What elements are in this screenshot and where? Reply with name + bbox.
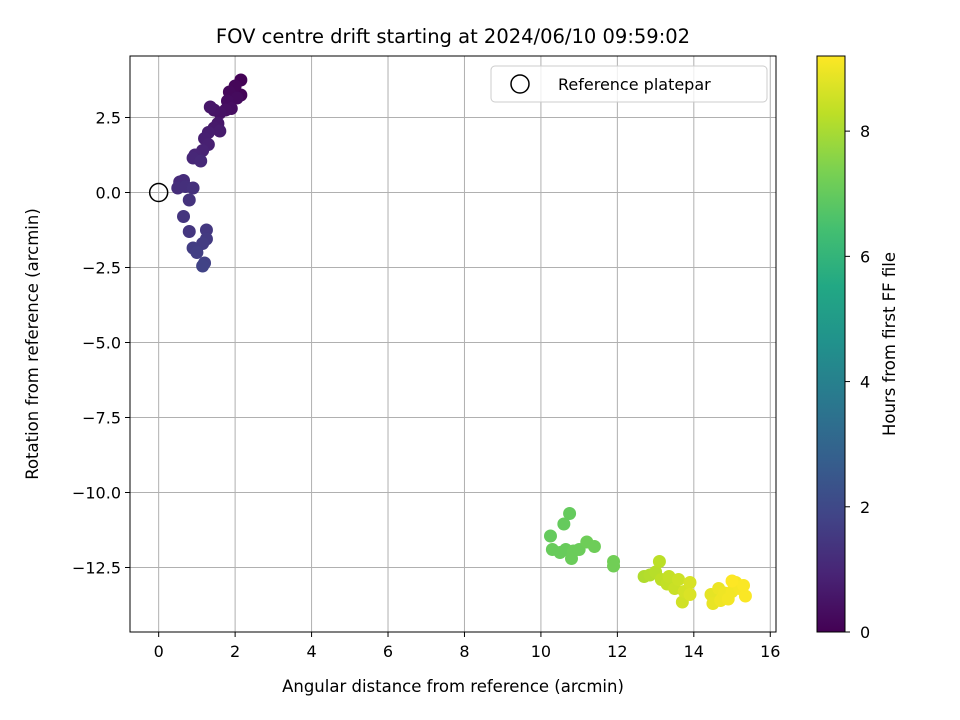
scatter-point bbox=[199, 223, 213, 237]
scatter-point bbox=[186, 181, 200, 195]
axis-ticks: 0 2 4 6 8 10 12 14 16 2.5 0.0 −2.5 −5.0 −7.5 −10.0 −12.… bbox=[72, 109, 780, 662]
colorbar-tick-label: 6 bbox=[860, 247, 870, 266]
grid-lines bbox=[130, 56, 776, 632]
colorbar-tick-label: 2 bbox=[860, 498, 870, 517]
legend-label-reference: Reference platepar bbox=[558, 75, 711, 94]
colorbar-ticks: 0 2 4 6 8 bbox=[845, 122, 870, 642]
scatter-point bbox=[683, 588, 697, 601]
x-tick-label: 4 bbox=[306, 642, 316, 661]
scatter-point bbox=[543, 529, 557, 543]
x-tick-label: 0 bbox=[154, 642, 164, 661]
legend: Reference platepar bbox=[490, 65, 768, 103]
scatter-point bbox=[587, 540, 601, 553]
x-tick-label: 12 bbox=[607, 642, 627, 661]
x-tick-label: 10 bbox=[531, 642, 551, 661]
reference-platepar-marker bbox=[148, 182, 169, 203]
y-tick-label: −2.5 bbox=[82, 259, 121, 278]
y-tick-label: 0.0 bbox=[96, 184, 121, 203]
scatter-point bbox=[182, 193, 196, 207]
y-tick-label: −10.0 bbox=[72, 484, 121, 503]
x-tick-label: 14 bbox=[684, 642, 704, 661]
data-points bbox=[171, 73, 752, 610]
reference-marker-layer bbox=[148, 182, 169, 203]
legend-marker-reference bbox=[510, 74, 530, 94]
x-tick-label: 2 bbox=[230, 642, 240, 661]
y-tick-label: −12.5 bbox=[72, 559, 121, 578]
scatter-point bbox=[203, 100, 217, 114]
scatter-point bbox=[196, 259, 210, 273]
legend-box bbox=[490, 65, 768, 103]
scatter-point bbox=[725, 574, 739, 588]
y-tick-label: −5.0 bbox=[82, 334, 121, 353]
scatter-point bbox=[177, 210, 191, 223]
scatter-point bbox=[652, 555, 666, 568]
colorbar-tick-label: 0 bbox=[860, 623, 870, 642]
y-tick-label: −7.5 bbox=[82, 409, 121, 428]
plot-frame bbox=[129, 55, 777, 633]
scatter-point bbox=[683, 576, 697, 589]
scatter-point bbox=[738, 589, 752, 603]
scatter-point bbox=[213, 124, 227, 138]
scatter-point bbox=[607, 559, 621, 573]
scatter-point bbox=[672, 573, 686, 586]
colorbar-label: Hours from first FF file bbox=[880, 252, 899, 436]
x-axis-label: Angular distance from reference (arcmin) bbox=[282, 677, 624, 696]
scatter-point bbox=[194, 154, 208, 168]
scatter-point bbox=[182, 225, 196, 238]
y-tick-label: 2.5 bbox=[96, 109, 121, 128]
y-axis-label: Rotation from reference (arcmin) bbox=[23, 208, 42, 480]
scatter-point bbox=[737, 579, 751, 592]
x-tick-label: 8 bbox=[459, 642, 469, 661]
x-tick-label: 16 bbox=[760, 642, 780, 661]
colorbar-tick-label: 4 bbox=[860, 373, 870, 392]
colorbar-tick-label: 8 bbox=[860, 122, 870, 141]
chart-title: FOV centre drift starting at 2024/06/10 … bbox=[216, 25, 690, 48]
colorbar bbox=[816, 55, 846, 633]
scatter-point bbox=[190, 246, 204, 259]
x-tick-label: 6 bbox=[383, 642, 393, 661]
scatter-point bbox=[563, 507, 577, 520]
scatter-point bbox=[557, 517, 571, 531]
